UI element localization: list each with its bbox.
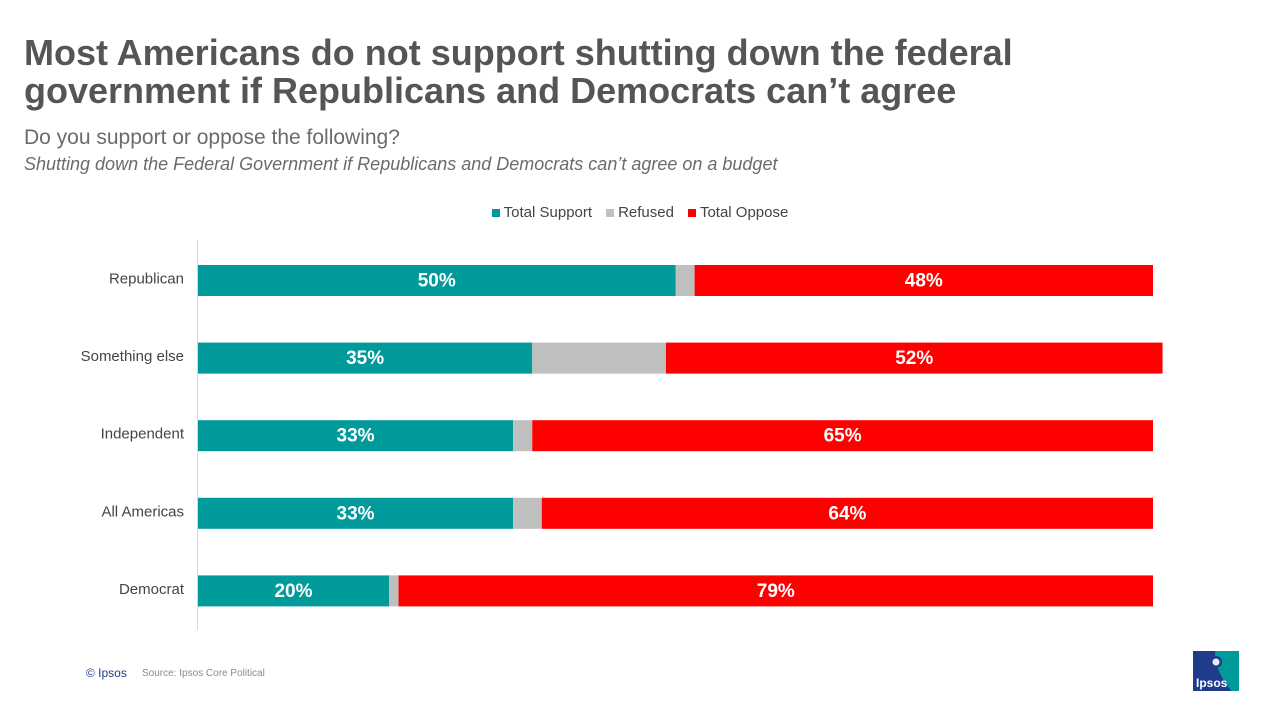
- legend-item-oppose: Total Oppose: [687, 204, 789, 221]
- ipsos-logo: [1193, 651, 1239, 691]
- bar-support: [198, 265, 676, 296]
- legend-label-oppose: Total Oppose: [699, 204, 789, 221]
- bar-oppose: [694, 265, 1153, 296]
- data-label-support: 33%: [337, 503, 375, 524]
- bar-oppose: [665, 342, 1163, 374]
- logo-text: Ipsos: [1196, 676, 1228, 690]
- category-label: Independent: [101, 426, 185, 443]
- data-label-oppose: 79%: [757, 581, 795, 602]
- bar-support: [198, 420, 514, 452]
- bar-refused: [675, 265, 695, 296]
- legend-label-refused: Refused: [618, 204, 674, 221]
- legend: Total Support Refused Total Oppose: [0, 204, 1280, 221]
- category-label: Republican: [109, 270, 184, 287]
- bar-support: [198, 575, 389, 607]
- chart-subtitle: Do you support or oppose the following?: [24, 126, 400, 149]
- data-label-oppose: 64%: [828, 503, 866, 524]
- bar-refused: [513, 497, 542, 529]
- chart-title: Most Americans do not support shutting d…: [24, 32, 1013, 111]
- legend-item-refused: Refused: [606, 204, 674, 221]
- data-label-support: 33%: [337, 426, 375, 447]
- source-text: Source: Ipsos Core Political: [142, 668, 265, 679]
- bar-oppose: [532, 420, 1153, 452]
- legend-swatch-refused: [606, 208, 615, 217]
- survey-question: Shutting down the Federal Government if …: [24, 154, 778, 174]
- copyright-text: © Ipsos: [86, 666, 127, 680]
- data-label-support: 20%: [274, 581, 312, 602]
- data-label-support: 50%: [418, 271, 456, 292]
- bar-support: [198, 342, 533, 374]
- data-label-oppose: 52%: [895, 348, 933, 369]
- bar-refused: [532, 342, 666, 374]
- data-label-oppose: 48%: [905, 271, 943, 292]
- bar-support: [198, 497, 514, 529]
- category-label: Something else: [81, 348, 184, 365]
- legend-label-support: Total Support: [503, 204, 593, 221]
- bar-oppose: [398, 575, 1153, 607]
- legend-swatch-oppose: [687, 208, 696, 217]
- bar-refused: [513, 420, 533, 452]
- legend-swatch-support: [491, 208, 500, 217]
- category-label: Democrat: [119, 581, 185, 598]
- bar-oppose: [541, 497, 1153, 529]
- legend-item-support: Total Support: [491, 204, 593, 221]
- data-label-oppose: 65%: [824, 426, 862, 447]
- data-label-support: 35%: [346, 348, 384, 369]
- bar-refused: [389, 575, 399, 607]
- category-label: All Americas: [101, 503, 184, 520]
